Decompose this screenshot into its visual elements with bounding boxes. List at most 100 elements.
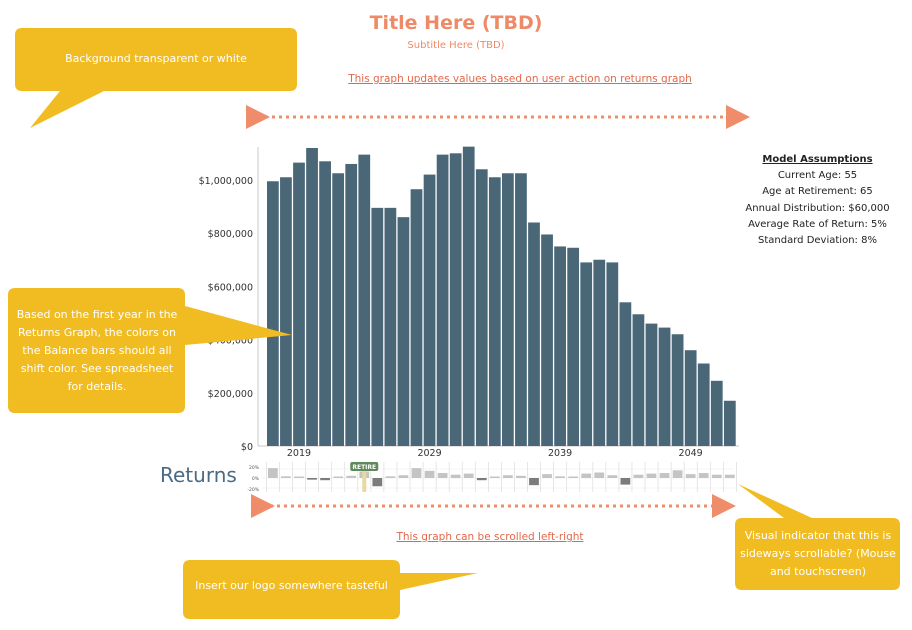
return-bar[interactable] [594, 472, 605, 479]
return-bar[interactable] [503, 475, 513, 478]
balance-bar[interactable] [697, 363, 710, 446]
return-bar[interactable] [307, 478, 317, 480]
return-bar[interactable] [529, 478, 539, 486]
return-bar[interactable] [372, 478, 383, 487]
return-bar[interactable] [463, 473, 474, 478]
return-bar[interactable] [568, 476, 579, 479]
y-tick-label: $200,000 [208, 389, 253, 400]
return-bar[interactable] [489, 476, 500, 479]
chart-subtitle: Subtitle Here (TBD) [407, 40, 505, 51]
balance-bar[interactable] [267, 181, 279, 447]
return-bar[interactable] [450, 474, 461, 478]
balance-bar[interactable] [345, 163, 358, 447]
balance-bar[interactable] [580, 262, 593, 446]
callout-scroll-text: Visual indicator that this is sideways s… [740, 529, 896, 578]
assumption-std-dev: Standard Deviation: 8% [758, 235, 877, 247]
x-tick-label: 2019 [287, 448, 311, 459]
model-assumptions: Model Assumptions Current Age: 55 Age at… [730, 152, 905, 249]
assumptions-heading: Model Assumptions [762, 154, 873, 165]
callout-logo-text: Insert our logo somewhere tasteful [195, 579, 388, 592]
balance-bar[interactable] [384, 207, 397, 446]
balance-bar[interactable] [449, 153, 462, 446]
balance-bar[interactable] [671, 334, 684, 446]
balance-bar[interactable] [619, 302, 632, 446]
return-bar[interactable] [281, 476, 291, 478]
return-bar[interactable] [542, 474, 552, 478]
return-bar[interactable] [581, 473, 592, 478]
return-bar[interactable] [685, 474, 696, 478]
balance-bar[interactable] [593, 259, 606, 446]
assumption-retirement-age: Age at Retirement: 65 [762, 186, 873, 198]
balance-bar[interactable] [423, 174, 436, 446]
return-bar[interactable] [516, 475, 526, 478]
return-bar[interactable] [724, 474, 735, 478]
retire-marker[interactable] [350, 462, 379, 471]
balance-bar[interactable] [397, 217, 410, 446]
balance-bar[interactable] [554, 246, 566, 446]
balance-bar[interactable] [515, 173, 527, 446]
return-bar[interactable] [672, 470, 683, 478]
y-tick-label: $1,000,000 [199, 176, 253, 187]
callout-background-text: Background transparent or white [65, 52, 247, 65]
balance-bar[interactable] [488, 177, 501, 446]
return-bar[interactable] [385, 476, 396, 478]
return-bar[interactable] [437, 473, 448, 478]
x-tick-label: 2049 [679, 448, 703, 459]
retire-marker-line [362, 471, 367, 492]
return-bar[interactable] [711, 474, 722, 478]
return-bar[interactable] [646, 473, 657, 478]
x-tick-label: 2029 [417, 448, 441, 459]
return-bar[interactable] [346, 475, 357, 478]
return-bar[interactable] [320, 478, 330, 481]
balance-bar[interactable] [632, 314, 645, 446]
assumption-return-rate: Average Rate of Return: 5% [748, 218, 887, 230]
x-tick-label: 2039 [548, 448, 572, 459]
balance-bar[interactable] [332, 173, 345, 446]
balance-bar[interactable] [280, 177, 292, 446]
return-bar[interactable] [268, 468, 278, 478]
balance-bar[interactable] [319, 161, 331, 446]
return-bar[interactable] [698, 473, 709, 478]
returns-y-tick-label: 20% [249, 465, 260, 471]
balance-bar[interactable] [436, 154, 449, 447]
balance-bar[interactable] [658, 327, 671, 446]
return-bar[interactable] [333, 476, 344, 479]
return-bar[interactable] [476, 478, 487, 481]
balance-bar[interactable] [606, 262, 619, 446]
balance-bar[interactable] [684, 350, 697, 446]
balance-bar[interactable] [462, 146, 475, 447]
return-bar[interactable] [294, 476, 304, 479]
balance-bar[interactable] [475, 169, 488, 446]
balance-bar-chart: $0 $200,000 $400,000 $600,000 $800,000 $1,000… [199, 146, 739, 459]
chart-title: Title Here (TBD) [369, 12, 543, 34]
balance-bar[interactable] [541, 234, 553, 446]
return-bar[interactable] [607, 475, 618, 478]
returns-label: Returns [160, 463, 237, 487]
returns-y-tick-label: -20% [247, 487, 259, 493]
balance-bar[interactable] [528, 222, 540, 446]
return-bar[interactable] [424, 470, 435, 478]
y-tick-label: $600,000 [208, 282, 253, 293]
balance-bar[interactable] [645, 323, 658, 446]
return-bar[interactable] [620, 478, 631, 485]
callout-colors-text: Based on the first year in the Returns G… [16, 308, 178, 393]
balance-bar[interactable] [358, 154, 371, 447]
returns-bar-chart[interactable]: 20% 0% -20% RETIRE [247, 462, 737, 493]
balance-bar[interactable] [306, 147, 318, 446]
balance-bar[interactable] [723, 400, 736, 446]
balance-bar[interactable] [502, 173, 514, 446]
return-bar[interactable] [398, 475, 409, 478]
balance-bar[interactable] [293, 162, 305, 447]
return-bar[interactable] [555, 476, 565, 478]
balance-bar[interactable] [371, 207, 384, 446]
return-bar[interactable] [633, 474, 644, 478]
balance-bar[interactable] [710, 380, 723, 446]
balance-bar[interactable] [410, 189, 423, 447]
y-tick-label: $800,000 [208, 229, 253, 240]
balance-bar[interactable] [567, 247, 580, 446]
returns-y-tick-label: 0% [252, 476, 260, 482]
return-bar[interactable] [411, 468, 422, 478]
assumption-current-age: Current Age: 55 [777, 170, 858, 182]
return-bar[interactable] [659, 473, 670, 478]
